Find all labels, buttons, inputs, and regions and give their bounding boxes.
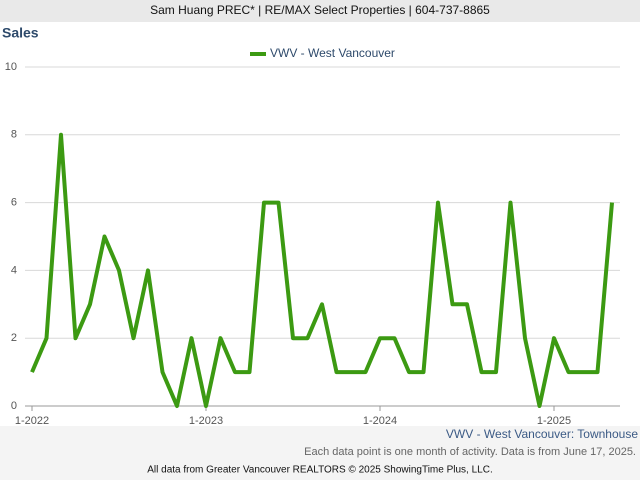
chart-title: Sales xyxy=(2,25,39,41)
x-tick-label: 1-2022 xyxy=(15,415,49,427)
data-line xyxy=(30,132,614,408)
y-tick-label: 4 xyxy=(11,264,17,276)
legend-label: VWV - West Vancouver xyxy=(270,46,395,60)
header-text: Sam Huang PREC* | RE/MAX Select Properti… xyxy=(150,3,490,17)
y-tick-label: 2 xyxy=(11,332,17,344)
y-tick-label: 8 xyxy=(11,129,17,141)
y-tick-label: 6 xyxy=(11,197,17,209)
y-tick-label: 0 xyxy=(11,400,17,412)
x-tick-label: 1-2025 xyxy=(537,415,571,427)
y-tick-label: 10 xyxy=(5,61,17,73)
chart-subtitle: VWV - West Vancouver: Townhouse xyxy=(446,427,638,441)
header-bar xyxy=(0,0,640,22)
x-tick-label: 1-2024 xyxy=(363,415,397,427)
footer-area xyxy=(0,426,640,480)
footer-text: All data from Greater Vancouver REALTORS… xyxy=(147,465,492,476)
x-tick-label: 1-2023 xyxy=(189,415,223,427)
chart-note: Each data point is one month of activity… xyxy=(304,446,636,458)
